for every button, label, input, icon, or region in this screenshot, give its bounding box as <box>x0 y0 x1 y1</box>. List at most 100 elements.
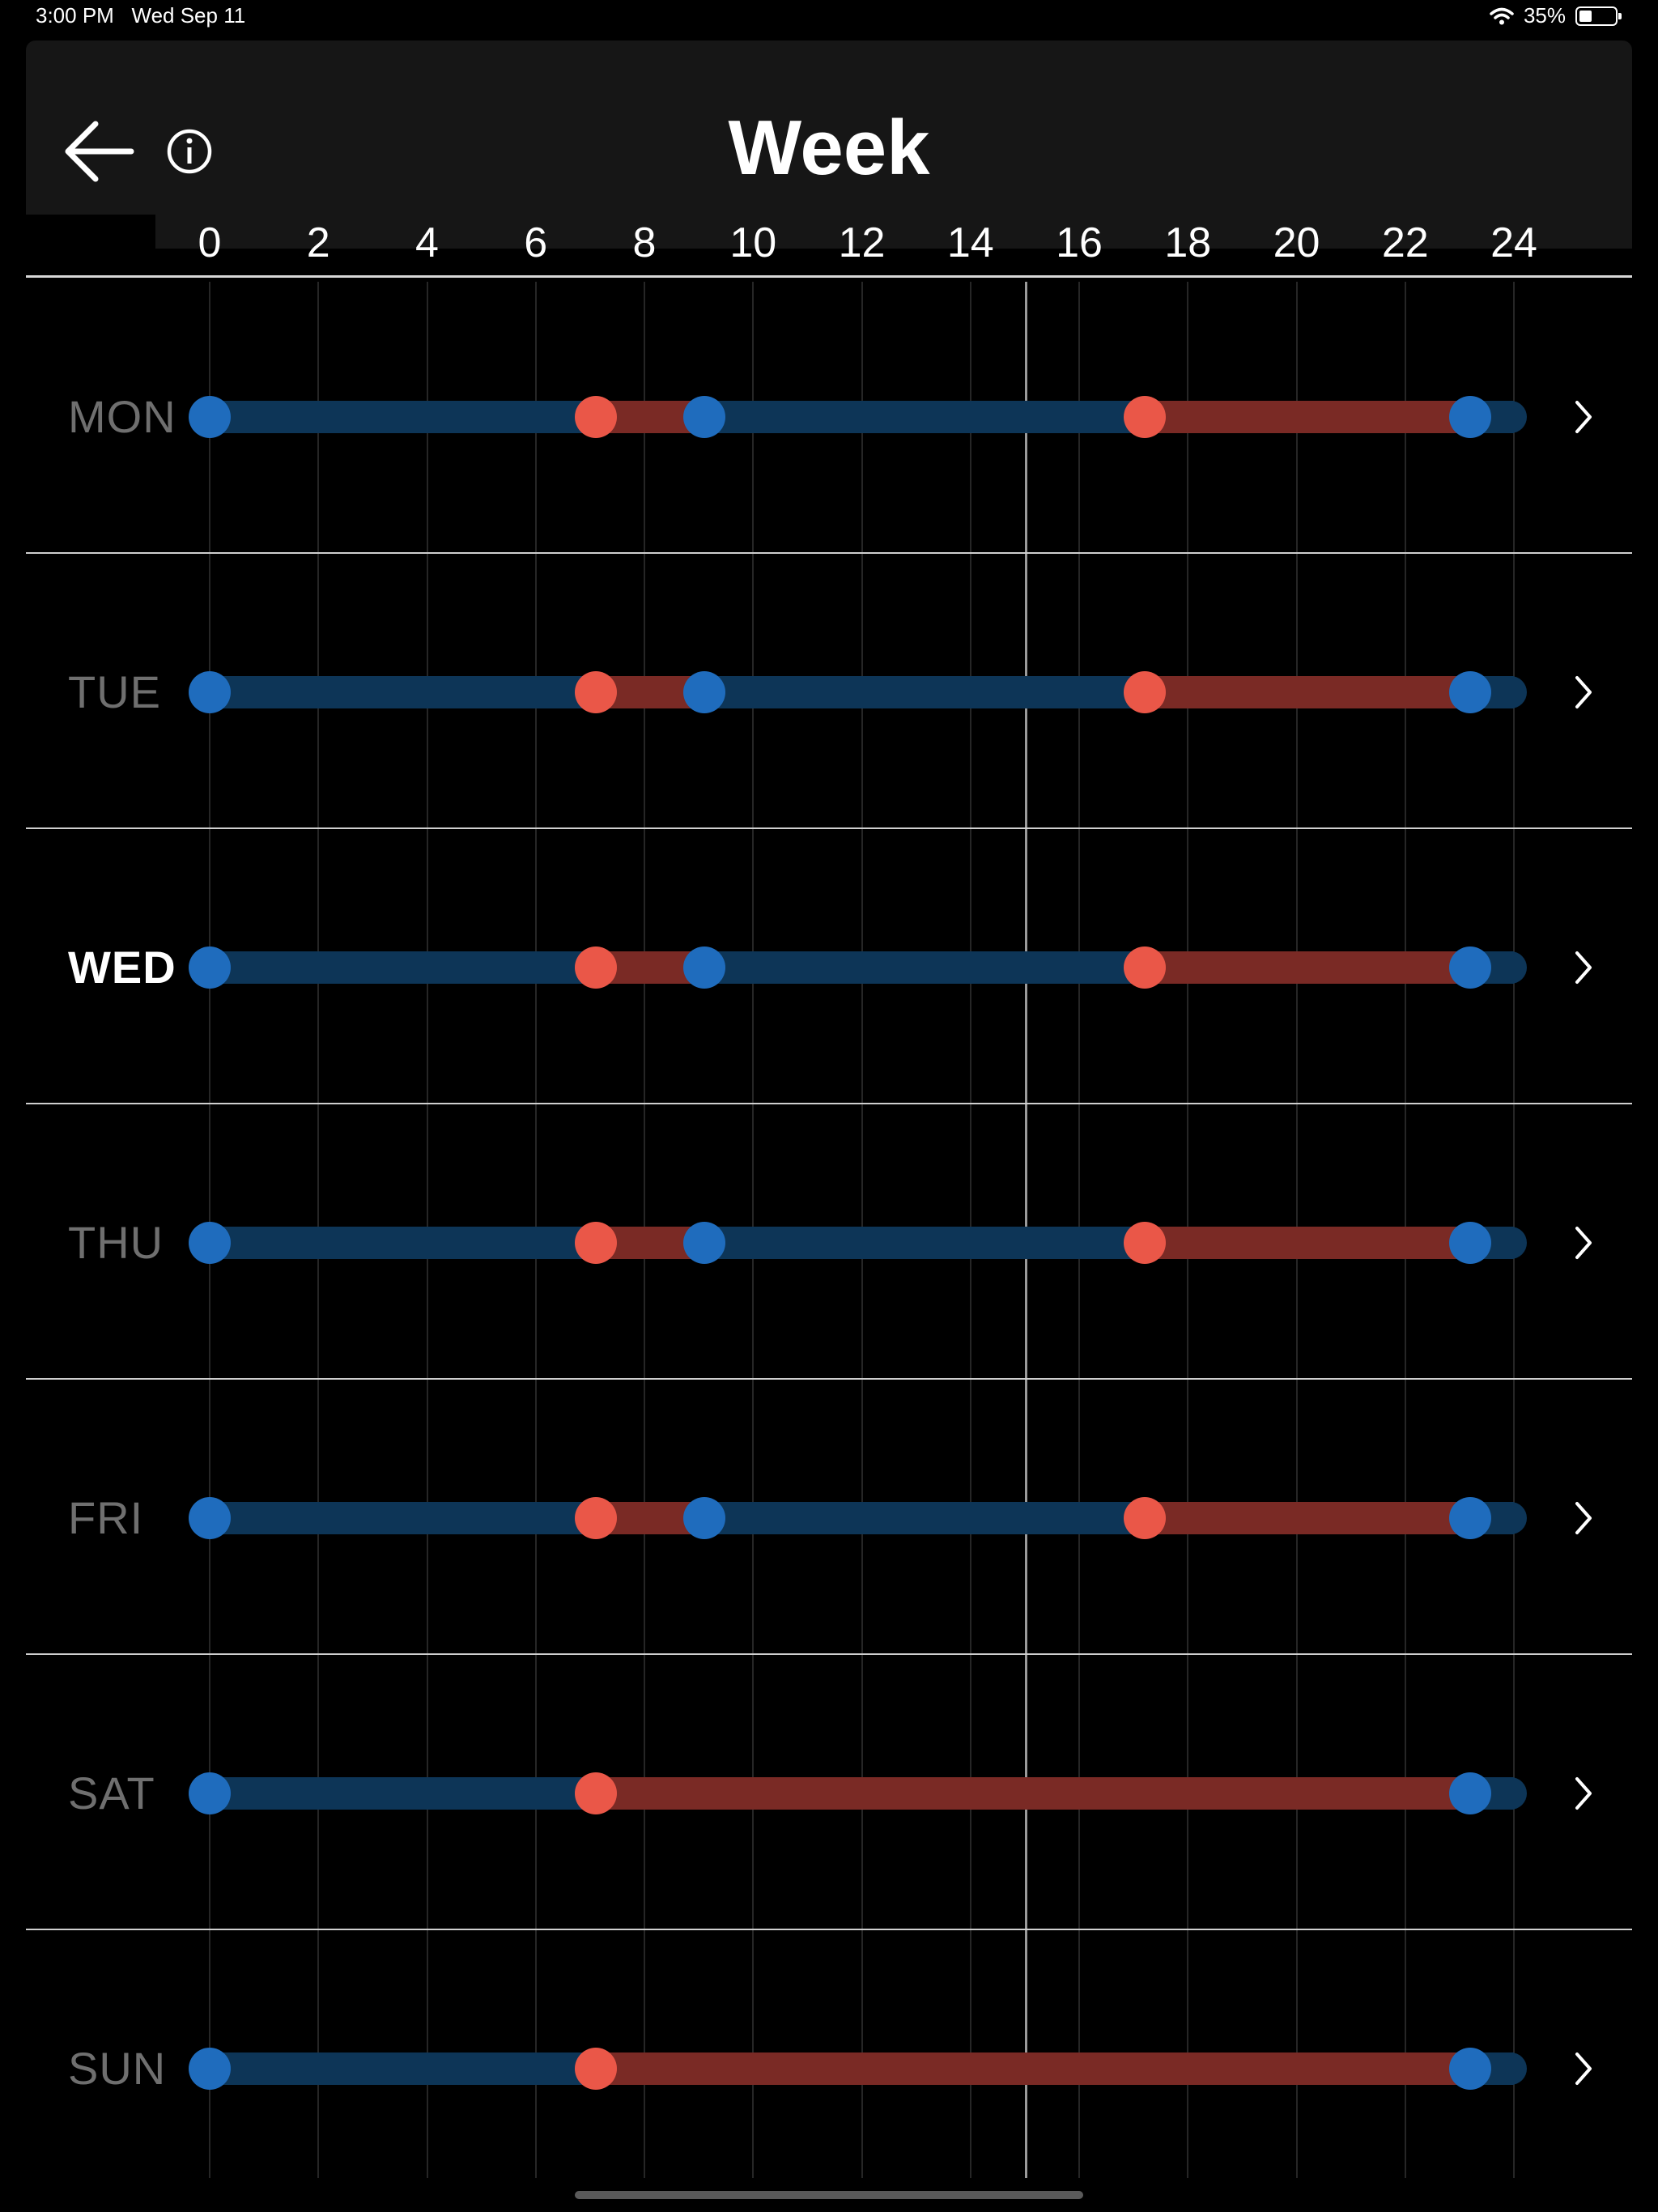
warm-setpoint-handle[interactable] <box>1123 946 1166 989</box>
hour-tick-label: 2 <box>306 219 330 266</box>
cool-period-segment <box>210 951 596 984</box>
cool-setpoint-handle[interactable] <box>1449 1222 1492 1264</box>
chevron-right-icon[interactable] <box>1567 943 1600 992</box>
hour-axis-strip <box>155 215 1632 249</box>
cool-setpoint-handle[interactable] <box>682 946 725 989</box>
chevron-right-icon[interactable] <box>1567 393 1600 441</box>
cool-setpoint-handle[interactable] <box>189 1497 231 1539</box>
chevron-right-icon[interactable] <box>1567 1769 1600 1818</box>
status-time-date: 3:00 PM Wed Sep 11 <box>36 3 245 28</box>
cool-setpoint-handle[interactable] <box>189 2048 231 2090</box>
home-indicator <box>575 2191 1083 2199</box>
page-title: Week <box>728 104 930 191</box>
hour-tick-label: 18 <box>1164 219 1212 266</box>
info-icon[interactable] <box>165 127 214 176</box>
warm-setpoint-handle[interactable] <box>574 1497 617 1539</box>
status-time: 3:00 PM <box>36 3 114 28</box>
day-row-sun[interactable]: SUN <box>26 1931 1632 2206</box>
warm-setpoint-handle[interactable] <box>1123 671 1166 713</box>
cool-setpoint-handle[interactable] <box>189 1222 231 1264</box>
warm-period-segment <box>1144 951 1471 984</box>
hour-tick-label: 10 <box>729 219 777 266</box>
status-bar: 3:00 PM Wed Sep 11 35% <box>0 0 1658 32</box>
warm-period-segment <box>1144 1227 1471 1259</box>
schedule-track <box>193 1777 1527 1810</box>
cool-setpoint-handle[interactable] <box>1449 1497 1492 1539</box>
warm-setpoint-handle[interactable] <box>574 671 617 713</box>
cool-period-segment <box>210 2052 596 2085</box>
hour-tick-label: 24 <box>1490 219 1537 266</box>
cool-setpoint-handle[interactable] <box>682 671 725 713</box>
day-row-wed[interactable]: WED <box>26 830 1632 1105</box>
warm-setpoint-handle[interactable] <box>574 396 617 438</box>
day-label: THU <box>68 1217 164 1268</box>
hour-tick-label: 4 <box>415 219 439 266</box>
warm-period-segment <box>595 2052 1471 2085</box>
cool-period-segment <box>210 676 596 708</box>
warm-setpoint-handle[interactable] <box>574 1222 617 1264</box>
day-row-tue[interactable]: TUE <box>26 555 1632 830</box>
cool-period-segment <box>704 1502 1145 1534</box>
header-panel <box>26 40 1632 215</box>
warm-period-segment <box>595 1777 1471 1810</box>
cool-period-segment <box>210 401 596 433</box>
cool-setpoint-handle[interactable] <box>682 1222 725 1264</box>
battery-icon <box>1575 6 1622 26</box>
day-label: WED <box>68 942 176 993</box>
chevron-right-icon[interactable] <box>1567 668 1600 717</box>
back-arrow-icon[interactable] <box>63 117 136 185</box>
cool-period-segment <box>704 401 1145 433</box>
cool-period-segment <box>210 1502 596 1534</box>
cool-setpoint-handle[interactable] <box>682 1497 725 1539</box>
cool-setpoint-handle[interactable] <box>1449 946 1492 989</box>
cool-setpoint-handle[interactable] <box>1449 396 1492 438</box>
day-row-sat[interactable]: SAT <box>26 1656 1632 1931</box>
row-separator <box>26 1929 1632 1930</box>
row-separator <box>26 1103 1632 1104</box>
schedule-track <box>193 401 1527 433</box>
warm-setpoint-handle[interactable] <box>574 946 617 989</box>
hour-tick-label: 14 <box>946 219 994 266</box>
day-label: SUN <box>68 2043 167 2094</box>
warm-setpoint-handle[interactable] <box>574 2048 617 2090</box>
day-label: TUE <box>68 666 161 717</box>
cool-setpoint-handle[interactable] <box>189 396 231 438</box>
cool-period-segment <box>704 676 1145 708</box>
hour-tick-label: 12 <box>838 219 886 266</box>
hour-tick-label: 16 <box>1056 219 1103 266</box>
day-row-mon[interactable]: MON <box>26 279 1632 555</box>
warm-setpoint-handle[interactable] <box>1123 1497 1166 1539</box>
hour-tick-label: 22 <box>1381 219 1429 266</box>
hour-tick-label: 6 <box>524 219 548 266</box>
chevron-right-icon[interactable] <box>1567 2044 1600 2093</box>
chevron-right-icon[interactable] <box>1567 1494 1600 1542</box>
warm-setpoint-handle[interactable] <box>1123 396 1166 438</box>
status-indicators: 35% <box>1490 3 1622 28</box>
day-label: SAT <box>68 1767 155 1819</box>
day-row-fri[interactable]: FRI <box>26 1380 1632 1656</box>
cool-period-segment <box>210 1777 596 1810</box>
wifi-icon <box>1490 7 1514 24</box>
warm-setpoint-handle[interactable] <box>1123 1222 1166 1264</box>
cool-period-segment <box>704 951 1145 984</box>
cool-setpoint-handle[interactable] <box>682 396 725 438</box>
warm-period-segment <box>1144 401 1471 433</box>
axis-divider <box>26 275 1632 278</box>
cool-period-segment <box>210 1227 596 1259</box>
row-separator <box>26 827 1632 829</box>
hour-tick-label: 0 <box>198 219 222 266</box>
day-row-thu[interactable]: THU <box>26 1105 1632 1380</box>
schedule-track <box>193 951 1527 984</box>
cool-setpoint-handle[interactable] <box>189 671 231 713</box>
warm-setpoint-handle[interactable] <box>574 1772 617 1814</box>
cool-setpoint-handle[interactable] <box>1449 671 1492 713</box>
cool-setpoint-handle[interactable] <box>1449 1772 1492 1814</box>
cool-setpoint-handle[interactable] <box>189 946 231 989</box>
hour-tick-label: 8 <box>632 219 657 266</box>
day-label: MON <box>68 391 176 442</box>
chevron-right-icon[interactable] <box>1567 1219 1600 1267</box>
cool-setpoint-handle[interactable] <box>1449 2048 1492 2090</box>
cool-setpoint-handle[interactable] <box>189 1772 231 1814</box>
row-separator <box>26 1378 1632 1380</box>
status-date: Wed Sep 11 <box>131 3 246 28</box>
